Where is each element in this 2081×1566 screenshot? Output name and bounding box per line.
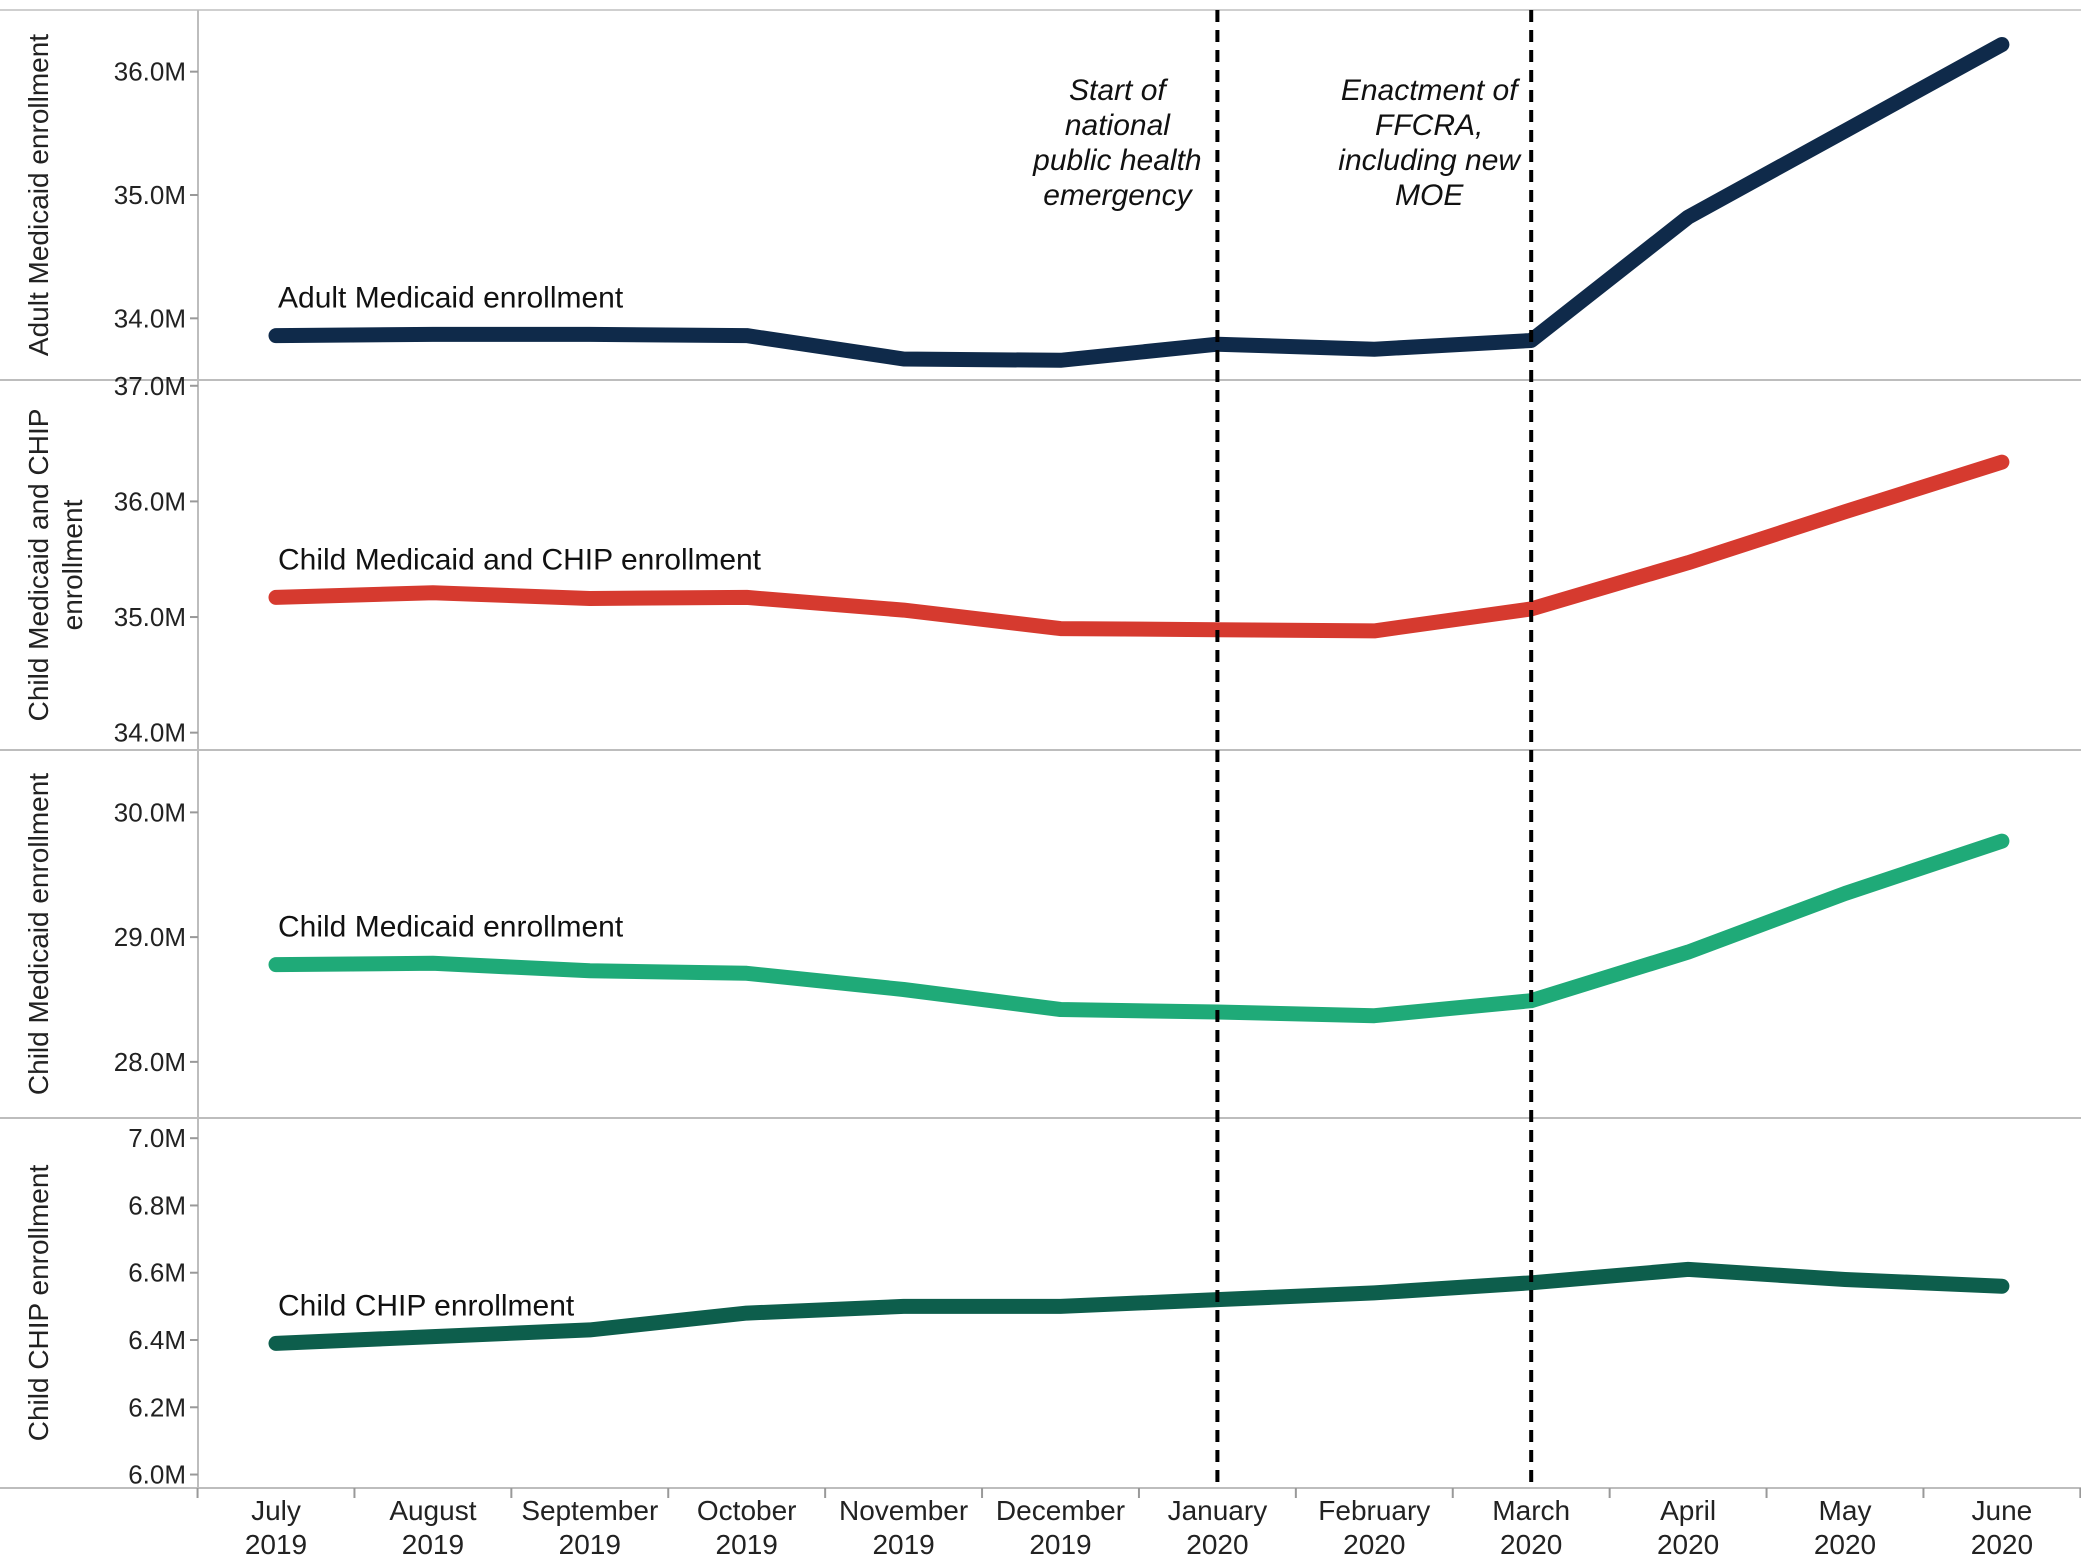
event-annotation: public health xyxy=(1032,144,1201,177)
y-tick-label: 6.6M xyxy=(128,1258,186,1288)
x-tick-label: April xyxy=(1660,1495,1716,1526)
series-line xyxy=(268,37,2010,368)
x-tick-label: October xyxy=(697,1495,797,1526)
x-tick-label: 2020 xyxy=(1186,1529,1248,1560)
series-label: Child Medicaid and CHIP enrollment xyxy=(278,543,762,576)
x-tick-label: 2019 xyxy=(559,1529,621,1560)
y-tick-label: 7.0M xyxy=(128,1123,186,1153)
x-tick-label: 2020 xyxy=(1814,1529,1876,1560)
series-label: Child Medicaid enrollment xyxy=(278,911,624,944)
series-lines xyxy=(268,37,2010,1351)
x-tick-label: 2019 xyxy=(716,1529,778,1560)
y-tick-label: 28.0M xyxy=(114,1047,186,1077)
chart-text: 34.0M 35.0M 36.0M Adult Medicaid enrollment… xyxy=(23,34,2033,1560)
y-axis-title: enrollment xyxy=(57,499,88,630)
x-tick-label: November xyxy=(839,1495,968,1526)
y-axis-title: Adult Medicaid enrollment xyxy=(23,34,54,356)
x-tick-label: 2020 xyxy=(1971,1529,2033,1560)
series-line xyxy=(268,454,2010,639)
series-line xyxy=(268,833,2010,1024)
y-tick-label: 6.0M xyxy=(128,1460,186,1490)
y-tick-label: 35.0M xyxy=(114,180,186,210)
event-annotation: FFCRA, xyxy=(1375,109,1483,142)
y-tick-label: 30.0M xyxy=(114,797,186,827)
y-tick-label: 34.0M xyxy=(114,718,186,748)
x-tick-label: September xyxy=(521,1495,658,1526)
x-tick-label: 2020 xyxy=(1657,1529,1719,1560)
x-tick-label: 2019 xyxy=(245,1529,307,1560)
y-axis-title: Child Medicaid and CHIP xyxy=(23,409,54,722)
x-tick-label: May xyxy=(1819,1495,1872,1526)
y-tick-label: 6.4M xyxy=(128,1325,186,1355)
x-tick-label: 2020 xyxy=(1343,1529,1405,1560)
y-axis-title: Child CHIP enrollment xyxy=(23,1165,54,1442)
x-tick-label: July xyxy=(251,1495,301,1526)
event-annotation: national xyxy=(1065,109,1171,142)
y-axis-title: Child Medicaid enrollment xyxy=(23,773,54,1095)
y-tick-label: 29.0M xyxy=(114,922,186,952)
y-tick-label: 36.0M xyxy=(114,486,186,516)
x-tick-label: 2019 xyxy=(872,1529,934,1560)
y-axes xyxy=(190,10,2081,1498)
y-tick-label: 37.0M xyxy=(114,371,186,401)
series-line xyxy=(268,1261,2010,1351)
series-label: Child CHIP enrollment xyxy=(278,1289,575,1322)
y-tick-label: 6.8M xyxy=(128,1190,186,1220)
x-tick-label: 2019 xyxy=(402,1529,464,1560)
panel-frames xyxy=(0,9,2081,1489)
series-label: Adult Medicaid enrollment xyxy=(278,282,624,315)
y-tick-label: 36.0M xyxy=(114,57,186,87)
x-tick-label: January xyxy=(1168,1495,1268,1526)
event-annotation: emergency xyxy=(1043,179,1193,212)
y-tick-label: 6.2M xyxy=(128,1392,186,1422)
y-tick-label: 34.0M xyxy=(114,303,186,333)
x-tick-label: August xyxy=(389,1495,476,1526)
x-tick-label: 2019 xyxy=(1029,1529,1091,1560)
event-annotation: including new xyxy=(1338,144,1522,177)
y-tick-label: 35.0M xyxy=(114,602,186,632)
x-tick-label: December xyxy=(996,1495,1125,1526)
event-lines xyxy=(1215,10,1534,1488)
event-annotation: MOE xyxy=(1395,179,1464,212)
x-tick-label: June xyxy=(1972,1495,2033,1526)
x-tick-label: 2020 xyxy=(1500,1529,1562,1560)
event-annotation: Start of xyxy=(1069,74,1168,107)
x-tick-label: February xyxy=(1318,1495,1430,1526)
event-annotation: Enactment of xyxy=(1341,74,1520,107)
x-tick-label: March xyxy=(1492,1495,1570,1526)
